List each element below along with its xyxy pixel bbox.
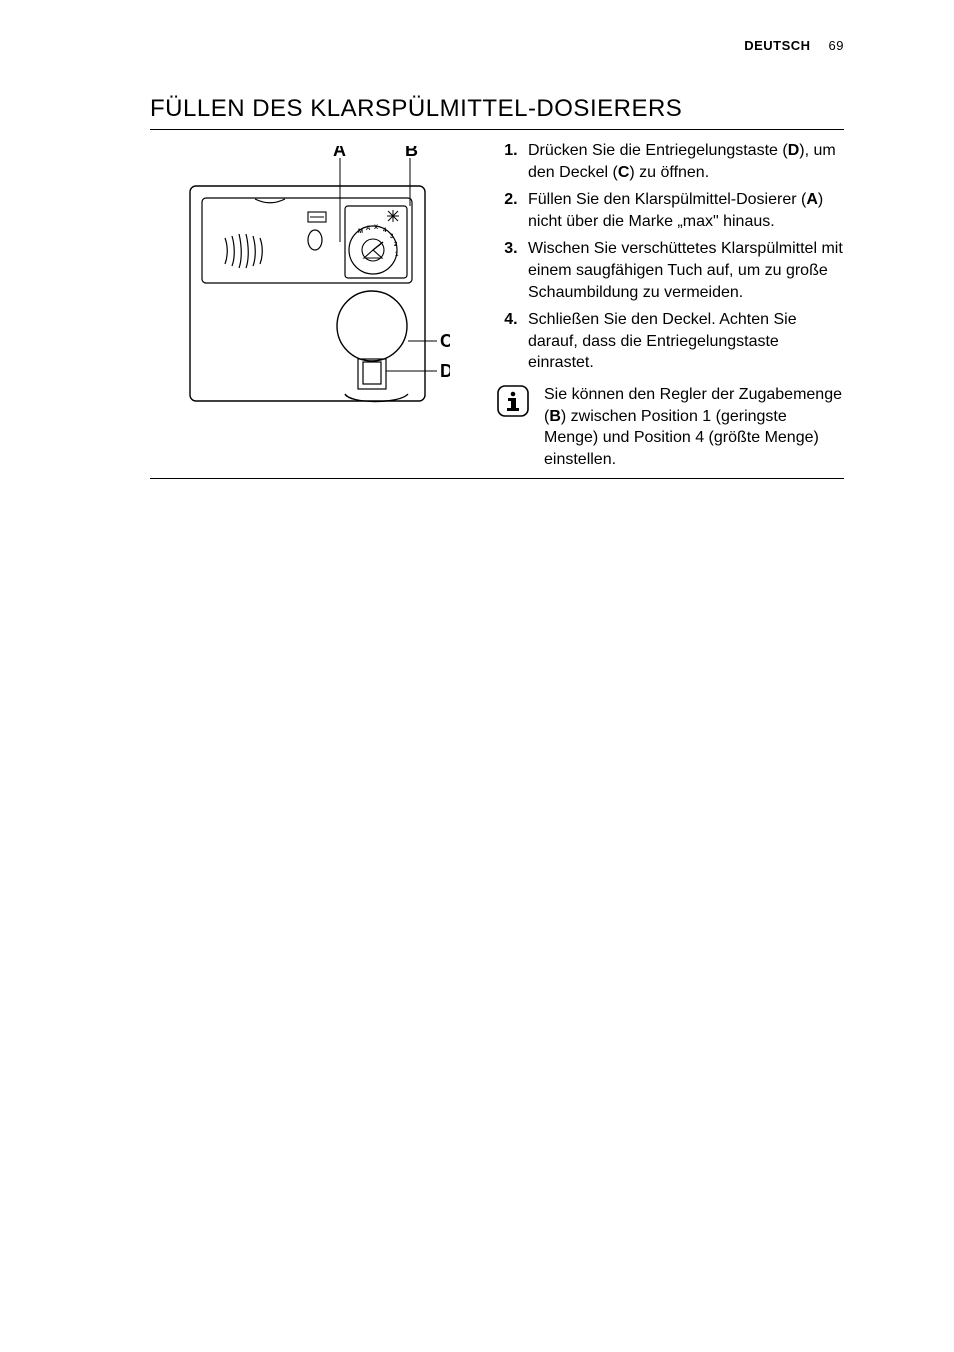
info-icon — [496, 384, 530, 418]
info-text: Sie können den Regler der Zugabemenge (B… — [544, 384, 844, 470]
dial-4: 4 — [383, 228, 387, 234]
dispenser-diagram: M A X 4 3 2 1 — [150, 146, 450, 416]
info-note: Sie können den Regler der Zugabemenge (B… — [496, 384, 844, 470]
page-header: DEUTSCH 69 — [150, 38, 844, 53]
instructions-column: Drücken Sie die Entriegelungstaste (D), … — [496, 140, 844, 470]
diagram-label-b: B — [405, 146, 418, 160]
dial-a: A — [366, 226, 371, 232]
diagram-label-a: A — [333, 146, 346, 160]
step-1: Drücken Sie die Entriegelungstaste (D), … — [522, 140, 844, 183]
steps-list: Drücken Sie die Entriegelungstaste (D), … — [496, 140, 844, 374]
step-4: Schließen Sie den Deckel. Achten Sie dar… — [522, 309, 844, 374]
section-rule — [150, 129, 844, 130]
step-2: Füllen Sie den Klarspülmittel-Dosierer (… — [522, 189, 844, 232]
dial-x: X — [374, 225, 378, 231]
diagram-column: M A X 4 3 2 1 — [150, 140, 470, 470]
dial-1: 1 — [395, 252, 399, 258]
section-title: FÜLLEN DES KLARSPÜLMITTEL-DOSIERERS — [150, 95, 844, 123]
diagram-label-d: D — [440, 361, 450, 381]
dial-m: M — [358, 229, 363, 235]
diagram-label-c: C — [440, 331, 450, 351]
step-3: Wischen Sie verschüttetes Klarspülmittel… — [522, 238, 844, 303]
header-page-number: 69 — [829, 38, 844, 53]
header-language: DEUTSCH — [744, 38, 810, 53]
